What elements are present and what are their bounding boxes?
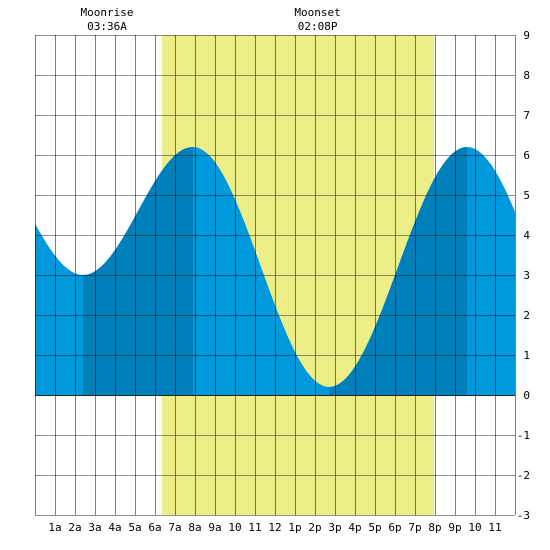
x-tick-label: 10: [228, 521, 241, 534]
x-tick-label: 2p: [308, 521, 321, 534]
y-tick-label: 7: [523, 109, 530, 122]
y-tick-label: 5: [523, 189, 530, 202]
x-tick-label: 5a: [128, 521, 141, 534]
x-tick-label: 7a: [168, 521, 181, 534]
y-tick-label: 3: [523, 269, 530, 282]
x-tick-label: 4p: [348, 521, 361, 534]
x-tick-label: 12: [268, 521, 281, 534]
x-tick-label: 9a: [208, 521, 221, 534]
y-tick-label: 8: [523, 69, 530, 82]
tide-band-1: [83, 147, 193, 395]
y-tick-label: -2: [517, 469, 530, 482]
x-tick-label: 3p: [328, 521, 341, 534]
x-tick-label: 4a: [108, 521, 121, 534]
y-tick-label: 9: [523, 29, 530, 42]
y-tick-label: 2: [523, 309, 530, 322]
x-tick-label: 8a: [188, 521, 201, 534]
x-tick-label: 7p: [408, 521, 421, 534]
x-axis-labels: 1a 2a 3a 4a 5a 6a 7a 8a 9a 10 11 12 1p 2p 3p 4p 5p 6p 7p 8p…: [48, 521, 501, 534]
x-tick-label: 6p: [388, 521, 401, 534]
moon-event-time: 03:36A: [87, 20, 127, 33]
y-tick-label: 6: [523, 149, 530, 162]
y-tick-label: 0: [523, 389, 530, 402]
x-tick-label: 6a: [148, 521, 161, 534]
moon-event-time: 02:08P: [298, 20, 338, 33]
x-tick-label: 3a: [88, 521, 101, 534]
moon-event-label: Moonset: [294, 6, 340, 19]
x-tick-label: 11: [488, 521, 501, 534]
x-tick-label: 5p: [368, 521, 381, 534]
x-tick-label: 1p: [288, 521, 301, 534]
x-tick-label: 2a: [68, 521, 81, 534]
x-tick-label: 10: [468, 521, 481, 534]
y-tick-label: 4: [523, 229, 530, 242]
y-tick-label: -1: [517, 429, 530, 442]
tide-band-2: [329, 147, 467, 395]
x-tick-label: 1a: [48, 521, 61, 534]
x-tick-label: 9p: [448, 521, 461, 534]
y-axis-labels: -3 -2 -1 0 1 2 3 4 5 6 7 8 9: [517, 29, 531, 522]
x-tick-label: 8p: [428, 521, 441, 534]
grid: [35, 35, 516, 516]
moon-event-label: Moonrise: [81, 6, 134, 19]
y-tick-label: 1: [523, 349, 530, 362]
y-tick-label: -3: [517, 509, 530, 522]
x-tick-label: 11: [248, 521, 261, 534]
tide-area: [35, 147, 515, 395]
